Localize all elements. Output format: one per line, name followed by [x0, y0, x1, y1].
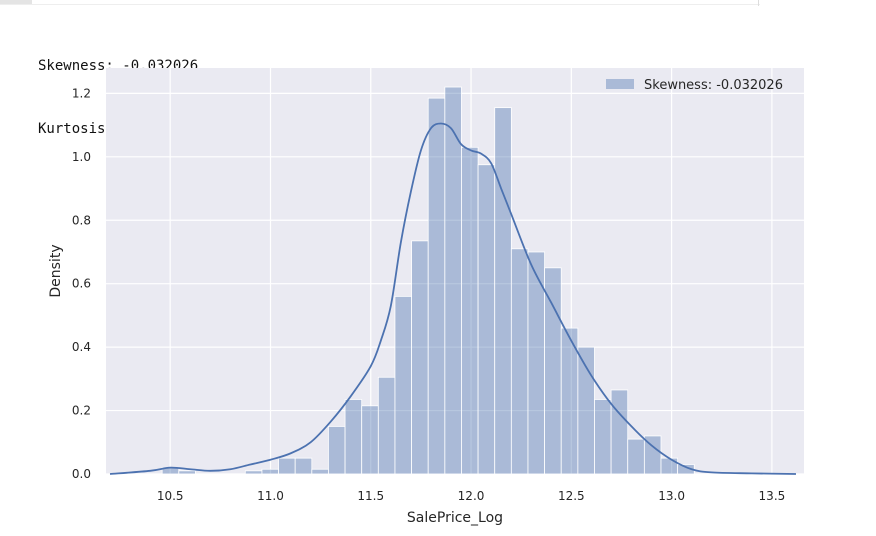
histogram-bar	[461, 146, 479, 475]
y-tick-label: 0.8	[72, 213, 91, 227]
legend-swatch	[606, 79, 634, 89]
histogram-bar	[627, 438, 645, 475]
histogram-bar	[610, 389, 629, 475]
x-tick-label: 12.5	[558, 489, 585, 503]
histogram-bar	[361, 405, 379, 475]
histogram-bar	[477, 164, 496, 475]
y-tick-label: 0.6	[72, 277, 91, 291]
x-tick-label: 11.0	[257, 489, 284, 503]
y-tick-label: 0.4	[72, 340, 91, 354]
y-tick-label: 0.0	[72, 467, 91, 481]
histogram-bar	[427, 97, 446, 475]
kde-curve	[109, 122, 796, 475]
histogram-bar	[411, 240, 429, 475]
histogram-bar	[394, 295, 412, 475]
cell-divider	[0, 4, 760, 5]
x-tick-label: 12.0	[458, 489, 485, 503]
histogram-bar	[544, 267, 562, 475]
histogram-bar	[178, 470, 196, 475]
histogram-bar	[344, 399, 363, 475]
legend-label: Skewness: -0.032026	[644, 78, 783, 93]
histogram-bar	[494, 107, 512, 475]
histogram-bar	[594, 399, 612, 475]
y-tick-label: 1.2	[72, 86, 91, 100]
x-axis-label: SalePrice_Log	[407, 510, 503, 526]
histogram-bar	[643, 435, 662, 475]
histogram-bar	[660, 457, 679, 475]
histogram-bar	[560, 327, 579, 475]
histogram-bar	[294, 457, 313, 475]
toolbar-strip	[0, 0, 32, 5]
histogram-bar	[444, 86, 462, 475]
y-axis-label: Density	[48, 244, 64, 297]
y-tick-label: 0.2	[72, 404, 91, 418]
y-tick-label: 1.0	[72, 150, 91, 164]
histogram-bar	[244, 470, 263, 475]
histogram-bar	[311, 468, 329, 475]
x-tick-label: 13.0	[658, 489, 685, 503]
legend: Skewness: -0.032026	[606, 78, 783, 93]
x-tick-label: 11.5	[357, 489, 384, 503]
x-tick-label: 10.5	[157, 489, 184, 503]
histogram-bar	[261, 468, 279, 475]
histogram-bar	[278, 457, 296, 475]
scroll-divider	[758, 0, 759, 6]
histogram-bar	[510, 248, 529, 475]
histogram-bar	[328, 426, 346, 475]
x-tick-label: 13.5	[759, 489, 786, 503]
histogram-bar	[377, 376, 396, 475]
